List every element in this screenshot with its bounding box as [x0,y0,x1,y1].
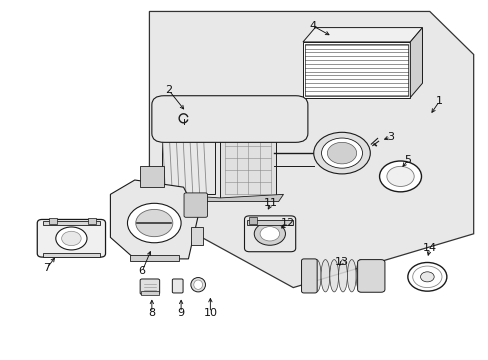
FancyBboxPatch shape [244,216,295,252]
Ellipse shape [321,260,329,292]
Text: 13: 13 [334,257,348,267]
Text: 1: 1 [435,96,442,106]
Circle shape [386,166,413,186]
Polygon shape [303,28,422,42]
Text: 14: 14 [422,243,436,253]
Ellipse shape [346,260,355,292]
Ellipse shape [329,260,338,292]
Text: 10: 10 [203,308,217,318]
Circle shape [379,161,421,192]
Ellipse shape [355,260,364,292]
Ellipse shape [303,260,312,292]
Circle shape [407,262,446,291]
FancyBboxPatch shape [357,260,384,292]
Bar [190,226,203,244]
Ellipse shape [190,278,205,292]
FancyBboxPatch shape [301,259,317,293]
Circle shape [254,222,285,245]
Bar [88,218,96,224]
Ellipse shape [312,260,321,292]
Text: 3: 3 [386,132,393,142]
Polygon shape [303,42,409,98]
Bar [161,119,215,194]
FancyBboxPatch shape [37,220,105,257]
Ellipse shape [338,260,346,292]
Bar [220,130,276,198]
Polygon shape [110,180,198,259]
Text: 2: 2 [165,85,172,95]
Polygon shape [161,194,283,202]
Circle shape [136,210,172,237]
Text: 6: 6 [138,266,145,276]
Polygon shape [161,101,303,130]
Polygon shape [140,166,163,187]
Bar [246,220,293,225]
Circle shape [327,142,356,164]
Bar [43,221,100,225]
Bar [43,253,100,257]
Text: 12: 12 [281,218,295,228]
Text: 9: 9 [177,308,184,318]
Ellipse shape [193,280,202,289]
Circle shape [313,132,369,174]
FancyBboxPatch shape [140,279,159,294]
Circle shape [412,266,441,288]
FancyBboxPatch shape [172,279,183,293]
Circle shape [56,227,87,250]
Text: 7: 7 [43,263,50,273]
FancyBboxPatch shape [183,193,207,217]
Circle shape [420,272,433,282]
Text: 8: 8 [148,308,155,318]
Circle shape [127,203,181,243]
Text: 11: 11 [264,198,278,208]
Bar [249,217,256,224]
Bar [49,218,57,224]
Text: 5: 5 [404,155,410,165]
Polygon shape [409,28,422,98]
Circle shape [321,138,362,168]
Bar [130,255,178,261]
Circle shape [61,231,81,246]
Bar [141,291,158,295]
Circle shape [260,226,279,241]
Text: 4: 4 [308,21,316,31]
Bar [305,44,407,96]
Polygon shape [149,12,473,288]
FancyBboxPatch shape [152,96,307,142]
